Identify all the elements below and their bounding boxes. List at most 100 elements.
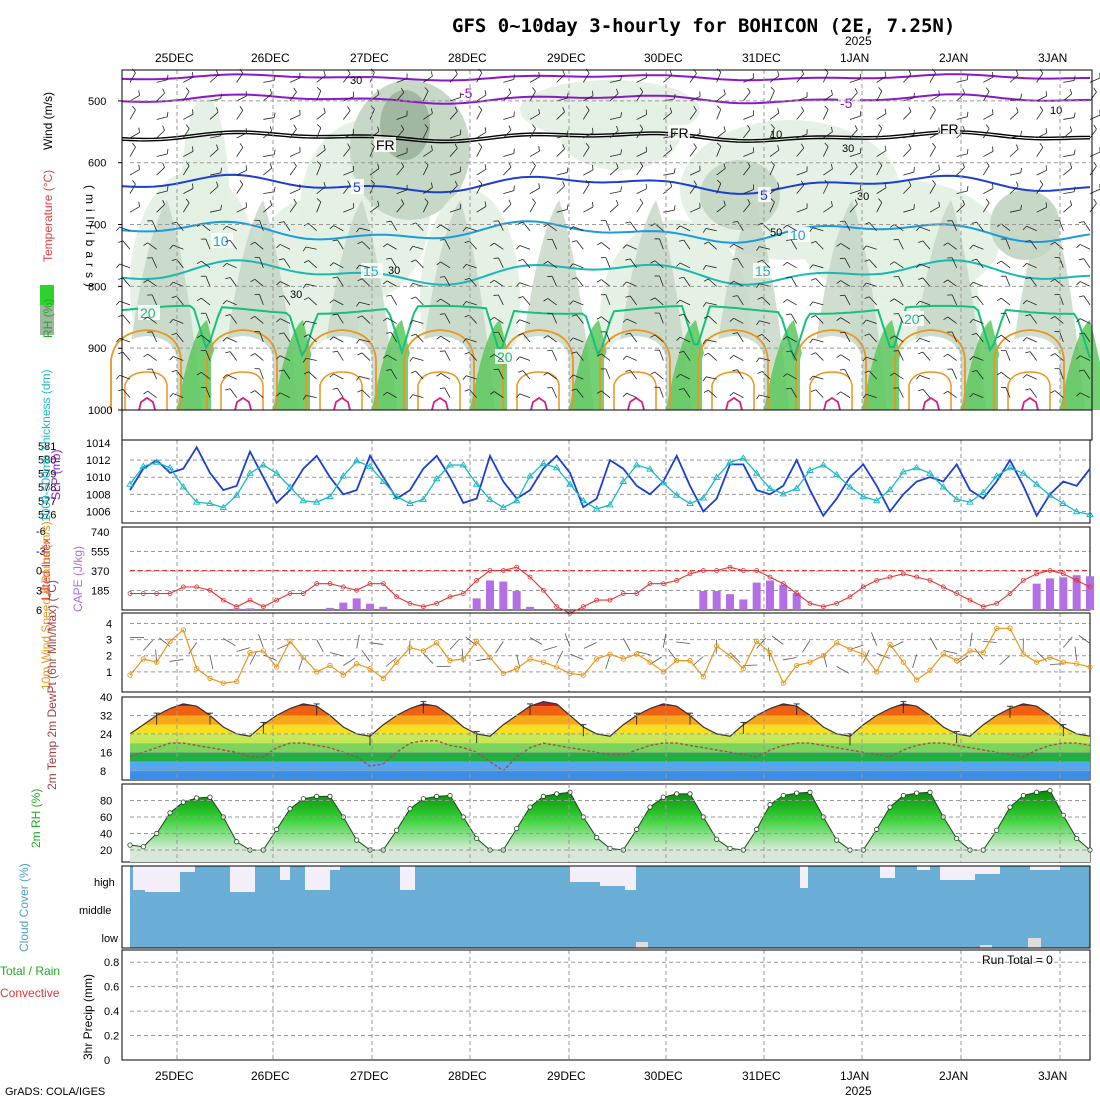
wind-barb-flag [409, 357, 414, 362]
rh-contour-label-3: 30 [842, 143, 854, 155]
wind-barb [790, 313, 798, 324]
wind-barb [337, 313, 344, 324]
wind-barb [316, 186, 326, 194]
thickness-point-65 [992, 472, 1001, 479]
lifted-point-0 [127, 591, 133, 596]
wind-barb-flag [562, 181, 565, 187]
wind-barb [263, 130, 273, 139]
wind-barb [919, 300, 931, 306]
thickness-point-56 [872, 496, 881, 504]
wind-barb [226, 262, 237, 269]
wind-barb [236, 184, 244, 194]
wind-barb-flag [889, 261, 895, 265]
cloud-gap-6 [330, 866, 340, 870]
precip-tick-0.8: 0.8 [104, 957, 119, 969]
bottom-date-29DEC: 29DEC [547, 1069, 586, 1083]
wind-barb [359, 264, 371, 269]
wind-barb [183, 76, 194, 83]
wind-barb-flag [971, 221, 977, 224]
contour-label-bg-4 [938, 121, 960, 136]
rh-contour-label-6: 10 [770, 129, 782, 141]
wind-barb-flag [1093, 161, 1097, 167]
wind-barb [1005, 387, 1011, 398]
precip-ylabel-mm: 3hr Precip (mm) [81, 974, 95, 1060]
wind10-barb-66 [999, 655, 1011, 666]
wind-barb [316, 127, 322, 139]
isotherm-minus5 [121, 93, 1091, 105]
wind-barb [823, 205, 833, 213]
wind10-point-60 [927, 667, 933, 673]
wind-barb [412, 320, 424, 324]
lifted-point-41 [674, 577, 680, 583]
rh-point-13 [300, 796, 306, 802]
wind-barb [893, 372, 904, 380]
wind-barb [796, 96, 808, 102]
wind10-barb-14 [316, 639, 324, 653]
wind-barb-flag [329, 262, 334, 267]
wind-barb [390, 295, 398, 306]
wind-barb-flag [462, 301, 467, 306]
wind-barb-flag [143, 390, 148, 395]
thickness-point-52 [819, 461, 828, 468]
wind-barb-flag [116, 226, 120, 231]
wind-barb [209, 172, 221, 176]
wind10-frame [121, 612, 1091, 693]
wind-barb-flag [620, 112, 622, 118]
isotherm-freezing-b [121, 129, 1090, 141]
wind-barb [1036, 207, 1047, 213]
wind-barb-flag [673, 131, 676, 137]
wind-barb-flag [966, 148, 969, 154]
temp-band-2 [130, 752, 1090, 762]
wind-barb-flag [439, 387, 445, 389]
wind-barb-flag [996, 334, 1002, 339]
cape-bar-8 [232, 608, 241, 610]
wind-barb [205, 276, 211, 287]
precip-tick-0.6: 0.6 [104, 982, 119, 994]
cape-bar-49 [779, 584, 788, 610]
wind-barb-flag [386, 220, 392, 223]
wind-barb [708, 278, 717, 287]
wind-barb [476, 206, 487, 213]
wind-barb [761, 371, 771, 380]
wind-barb [529, 91, 536, 102]
rh2m-tick-40: 40 [100, 829, 112, 841]
wind-barb-flag [436, 335, 441, 340]
wind-barb [343, 110, 351, 120]
wind-barb [1026, 225, 1037, 232]
wind10-barb-20 [385, 657, 397, 667]
wind-barb [529, 165, 536, 176]
wind-barb [876, 165, 883, 176]
wind-barb [503, 78, 515, 83]
wind-barb-flag [171, 332, 177, 336]
thickness-point-57 [886, 485, 894, 493]
rh-point-32 [554, 791, 560, 797]
wind-barb [279, 281, 291, 287]
wind-barb [716, 93, 726, 102]
temp-band-5 [130, 724, 1090, 734]
wind-barb [476, 168, 487, 176]
wind-barb [343, 133, 354, 139]
cloud-gap-5 [305, 866, 330, 890]
wind-barb [209, 74, 219, 83]
wind-barb [790, 276, 798, 287]
wind-barb-flag [757, 333, 763, 337]
wind-barb [254, 241, 264, 250]
wind-barb [576, 240, 584, 250]
wind-barb-flag [938, 90, 940, 96]
wind-barb-flag [702, 339, 707, 345]
wind-barb [390, 258, 398, 269]
wind-barb [466, 226, 477, 232]
lifted-point-27 [487, 568, 493, 573]
cape-bar-48 [766, 580, 774, 610]
wind-barb [361, 315, 371, 324]
wind-barb [254, 353, 264, 361]
rh-point-42 [687, 791, 693, 797]
wind-barb [466, 301, 477, 306]
wind-barb-flag [508, 125, 512, 131]
wind-barb [422, 90, 429, 102]
upper-ytick-900: 900 [88, 343, 106, 355]
wind-barb-flag [809, 375, 814, 381]
thickness-point-39 [646, 465, 654, 472]
wind-barb-flag [436, 261, 441, 266]
